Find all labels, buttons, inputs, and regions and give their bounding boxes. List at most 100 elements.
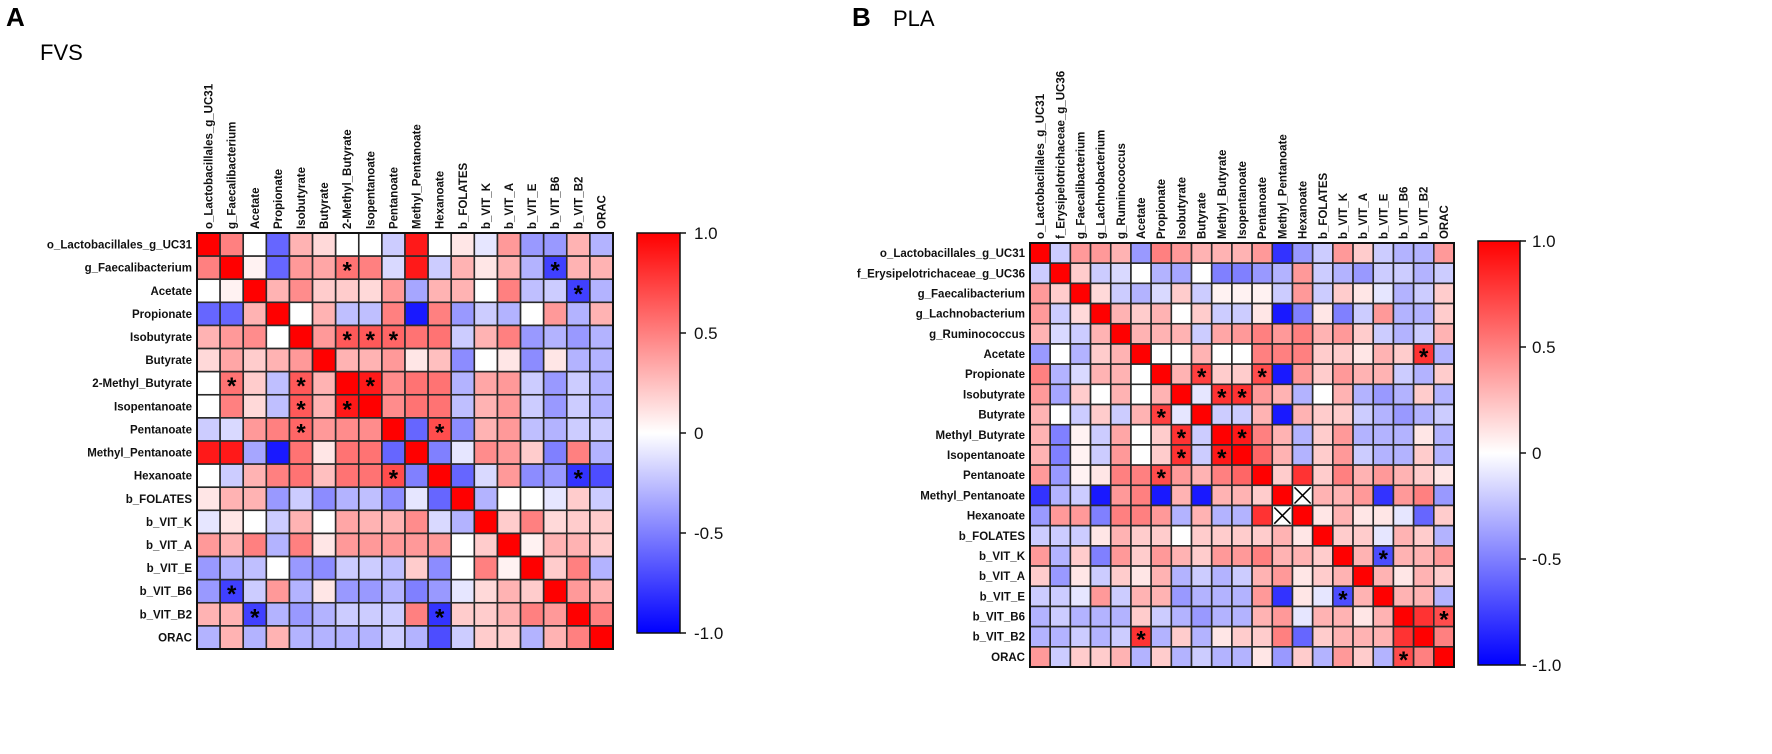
- heatmap-cell: [1109, 565, 1132, 588]
- heatmap-cell: [1190, 343, 1213, 365]
- heatmap-cell: [1352, 545, 1375, 567]
- heatmap-cell: [519, 417, 545, 442]
- heatmap-cell: [1291, 343, 1314, 365]
- heatmap-cell: [1433, 484, 1455, 507]
- heatmap-cell: [196, 555, 221, 581]
- heatmap-cell: [288, 578, 314, 604]
- heatmap-cell: [542, 486, 568, 512]
- heatmap-cell: [1029, 282, 1051, 305]
- heatmap-cell: [1251, 302, 1274, 325]
- row-label: Butyrate: [145, 355, 192, 367]
- heatmap-cell: [473, 625, 499, 650]
- heatmap-cell: [1271, 545, 1294, 567]
- heatmap-cell: [1412, 363, 1435, 386]
- column-label: Isobutyrate: [296, 167, 308, 229]
- heatmap-cell: [242, 486, 268, 512]
- significance-marker: *: [1399, 647, 1409, 674]
- heatmap-cell: [1210, 524, 1233, 547]
- heatmap-cell: [311, 532, 337, 558]
- heatmap-cell: [1271, 403, 1294, 426]
- heatmap-cell: [357, 417, 383, 442]
- heatmap-cell: [288, 486, 314, 512]
- heatmap-cell: [1291, 322, 1314, 345]
- heatmap-cell: [496, 601, 522, 627]
- heatmap-cell: [1150, 322, 1173, 345]
- heatmap-cell: [265, 532, 291, 558]
- heatmap-cell: [1352, 383, 1375, 406]
- heatmap-cell: [1089, 302, 1112, 325]
- heatmap-cell: [1392, 282, 1415, 305]
- heatmap-cell: [1311, 444, 1334, 466]
- column-label: Butyrate: [319, 182, 331, 229]
- heatmap-cell: [565, 324, 591, 350]
- heatmap-cell: [242, 301, 268, 327]
- row-label: b_VIT_A: [146, 540, 192, 552]
- heatmap-cell: [1049, 464, 1072, 487]
- heatmap-cell: [1210, 625, 1233, 648]
- significance-marker: *: [1177, 425, 1187, 452]
- heatmap-cell: [242, 393, 268, 419]
- heatmap-cell: [519, 232, 545, 257]
- heatmap-cell: [1372, 242, 1395, 264]
- heatmap-cell: [1089, 646, 1112, 668]
- colorbar-tick-label: 0.5: [1532, 338, 1556, 357]
- heatmap-cell: [1352, 444, 1375, 466]
- heatmap-cell: [1271, 565, 1294, 588]
- colorbar-gradient: [1477, 240, 1521, 666]
- heatmap-cell: [1190, 484, 1213, 507]
- heatmap-cell: [1392, 625, 1415, 648]
- heatmap-cell: [334, 278, 360, 304]
- heatmap-cell: [450, 463, 476, 489]
- heatmap-cell: [1291, 423, 1314, 446]
- heatmap-cell: [1231, 403, 1253, 426]
- heatmap-cell: [542, 278, 568, 304]
- heatmap-cell: [1150, 565, 1173, 588]
- heatmap-cell: [1352, 343, 1375, 365]
- heatmap-cell: [404, 417, 429, 442]
- heatmap-cell: [1109, 423, 1132, 446]
- heatmap-cell: [265, 278, 291, 304]
- heatmap-cell: [519, 509, 545, 535]
- heatmap-cell: [473, 486, 499, 512]
- heatmap-cell: [1170, 545, 1193, 567]
- heatmap-cell: [1190, 605, 1213, 628]
- heatmap-cell: [311, 301, 337, 327]
- heatmap-cell: [450, 532, 476, 558]
- heatmap-cell: [1069, 282, 1092, 305]
- heatmap-cell: [1231, 504, 1253, 527]
- heatmap-cell: [1271, 262, 1294, 285]
- heatmap-cell: [1190, 322, 1213, 345]
- significance-marker: *: [1237, 384, 1247, 411]
- heatmap-cell: [357, 278, 383, 304]
- significance-marker: *: [227, 373, 237, 400]
- significance-marker: *: [1157, 465, 1167, 492]
- heatmap-cell: [1029, 423, 1051, 446]
- heatmap-cell: [1109, 383, 1132, 406]
- heatmap-cell: [311, 601, 337, 627]
- heatmap-cell: [1433, 322, 1455, 345]
- heatmap-cell: [1089, 444, 1112, 466]
- colorbar-tick-label: 1.0: [1532, 232, 1556, 251]
- significance-marker: *: [343, 396, 353, 423]
- heatmap-cell: [404, 232, 429, 257]
- heatmap-cell: [1291, 302, 1314, 325]
- heatmap-cell: [427, 232, 453, 257]
- heatmap-cell: [1231, 625, 1253, 648]
- column-label: b_VIT_B6: [550, 177, 562, 229]
- heatmap-cell: [427, 486, 453, 512]
- heatmap-cell: [427, 509, 453, 535]
- row-label: ORAC: [158, 632, 192, 644]
- row-label: Propionate: [965, 369, 1025, 381]
- heatmap-cell: [589, 601, 614, 627]
- heatmap-cell: [1029, 565, 1051, 588]
- heatmap-cell: [1372, 605, 1395, 628]
- heatmap-cell: [1089, 625, 1112, 648]
- heatmap-cell: [1109, 504, 1132, 527]
- row-label: b_VIT_K: [979, 551, 1026, 563]
- heatmap-cell: [1190, 504, 1213, 527]
- heatmap-cell: [1372, 504, 1395, 527]
- heatmap-cell: [1372, 262, 1395, 285]
- significance-marker: *: [296, 373, 306, 400]
- row-label: g_Lachnobacterium: [916, 309, 1025, 321]
- heatmap-cell: [1291, 444, 1314, 466]
